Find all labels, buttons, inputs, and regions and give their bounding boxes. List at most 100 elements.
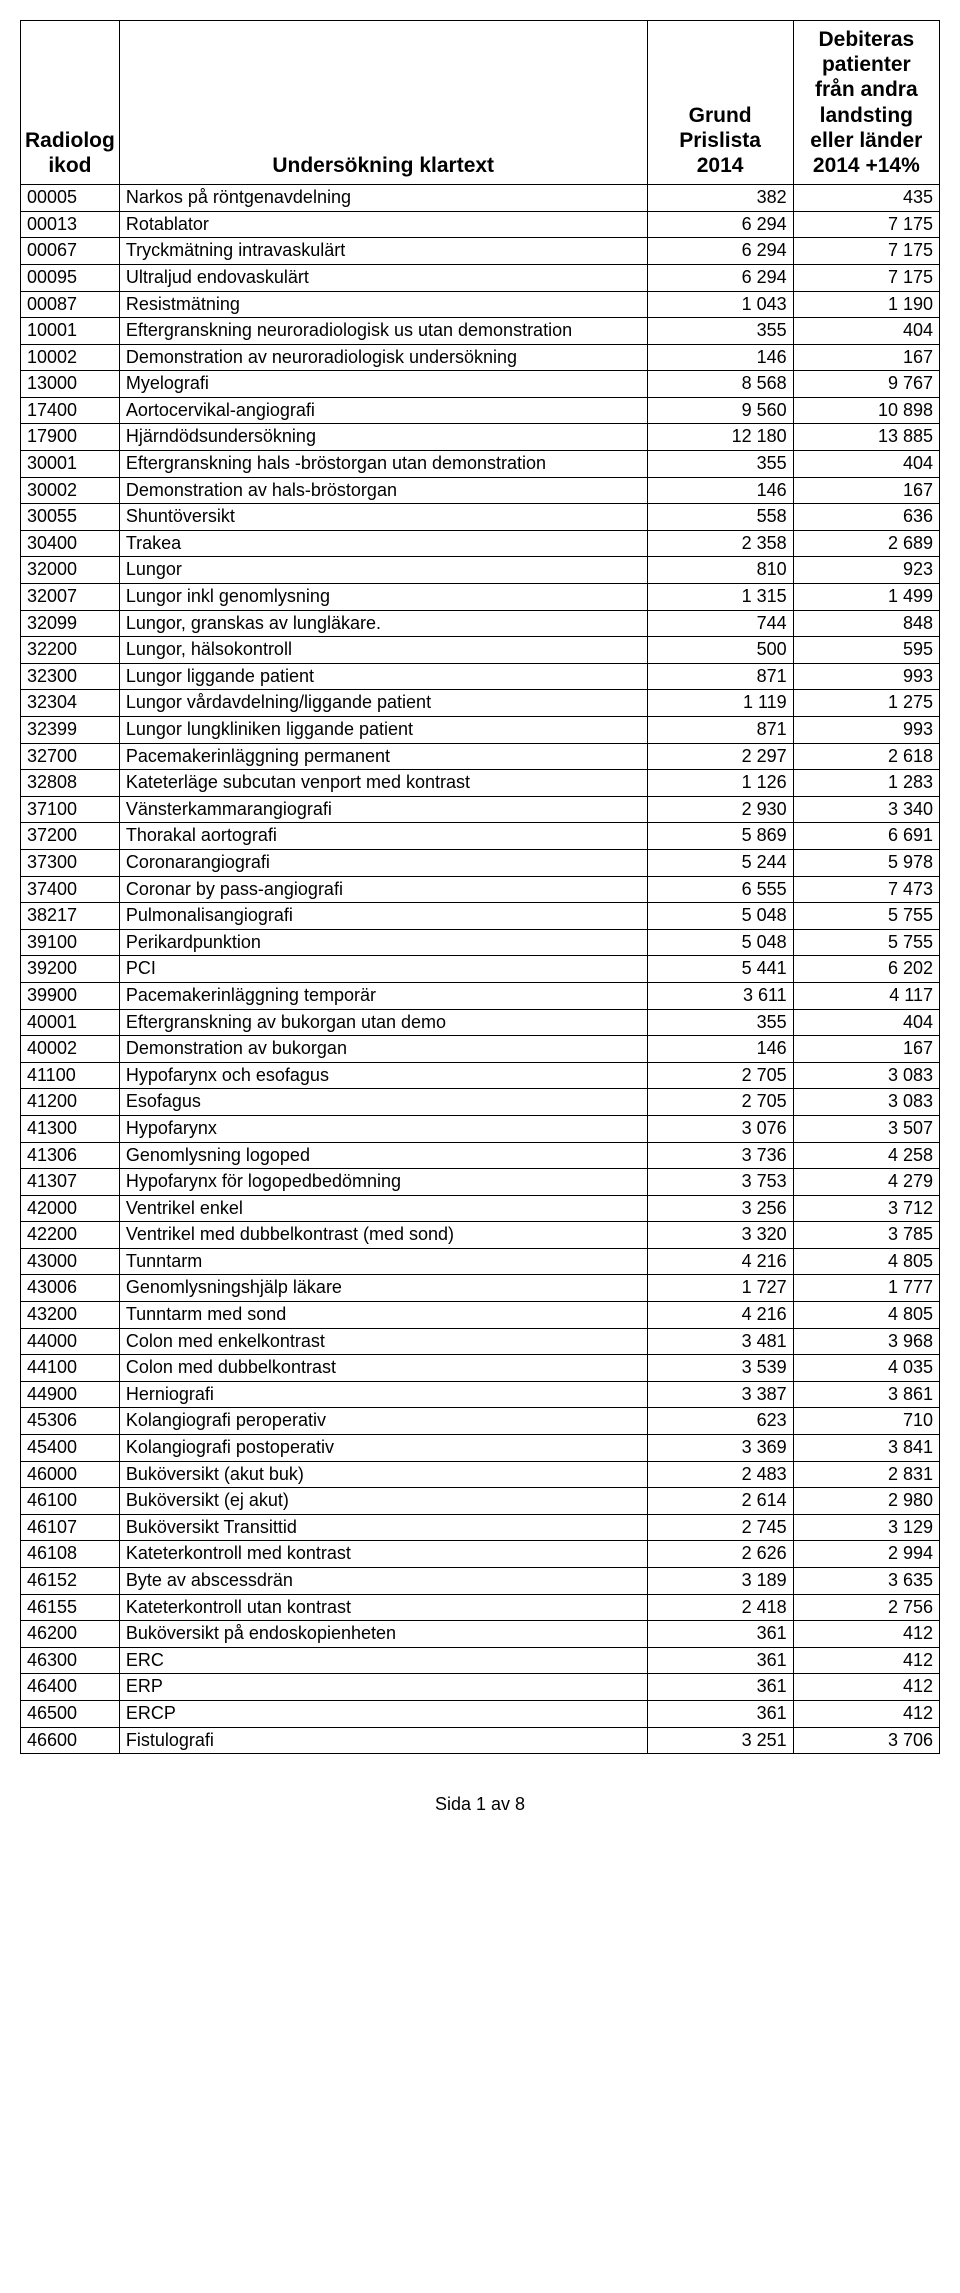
cell-description: Kolangiografi peroperativ (119, 1408, 647, 1435)
cell-code: 46152 (21, 1568, 120, 1595)
cell-charged-price: 404 (793, 318, 939, 345)
cell-base-price: 146 (647, 1036, 793, 1063)
cell-code: 00067 (21, 238, 120, 265)
cell-base-price: 6 294 (647, 238, 793, 265)
table-row: 00095Ultraljud endovaskulärt6 2947 175 (21, 264, 940, 291)
cell-base-price: 1 119 (647, 690, 793, 717)
table-row: 43000Tunntarm4 2164 805 (21, 1248, 940, 1275)
table-row: 00067Tryckmätning intravaskulärt6 2947 1… (21, 238, 940, 265)
cell-charged-price: 3 635 (793, 1568, 939, 1595)
cell-code: 41300 (21, 1115, 120, 1142)
cell-code: 46000 (21, 1461, 120, 1488)
cell-base-price: 9 560 (647, 397, 793, 424)
cell-base-price: 3 076 (647, 1115, 793, 1142)
cell-base-price: 3 736 (647, 1142, 793, 1169)
table-row: 32304Lungor vårdavdelning/liggande patie… (21, 690, 940, 717)
page-footer: Sida 1 av 8 (20, 1794, 940, 1815)
cell-code: 38217 (21, 903, 120, 930)
cell-charged-price: 3 785 (793, 1222, 939, 1249)
cell-code: 43000 (21, 1248, 120, 1275)
cell-charged-price: 4 117 (793, 982, 939, 1009)
cell-charged-price: 848 (793, 610, 939, 637)
table-row: 00087Resistmätning1 0431 190 (21, 291, 940, 318)
cell-charged-price: 3 083 (793, 1089, 939, 1116)
header-charged-price: Debiteraspatienterfrån andralandstingell… (793, 21, 939, 185)
cell-description: Tunntarm med sond (119, 1302, 647, 1329)
cell-charged-price: 1 283 (793, 770, 939, 797)
table-row: 46107Buköversikt Transittid2 7453 129 (21, 1514, 940, 1541)
table-row: 10002Demonstration av neuroradiologisk u… (21, 344, 940, 371)
cell-code: 45400 (21, 1435, 120, 1462)
cell-description: Buköversikt (ej akut) (119, 1488, 647, 1515)
cell-base-price: 382 (647, 185, 793, 212)
cell-code: 46100 (21, 1488, 120, 1515)
cell-description: Shuntöversikt (119, 504, 647, 531)
cell-code: 13000 (21, 371, 120, 398)
table-row: 42000Ventrikel enkel3 2563 712 (21, 1195, 940, 1222)
table-row: 40002Demonstration av bukorgan146167 (21, 1036, 940, 1063)
table-row: 32099Lungor, granskas av lungläkare.7448… (21, 610, 940, 637)
cell-code: 46300 (21, 1647, 120, 1674)
cell-code: 40001 (21, 1009, 120, 1036)
table-row: 46600Fistulografi3 2513 706 (21, 1727, 940, 1754)
cell-code: 41200 (21, 1089, 120, 1116)
cell-description: Hjärndödsundersökning (119, 424, 647, 451)
cell-code: 10002 (21, 344, 120, 371)
cell-code: 32200 (21, 637, 120, 664)
table-row: 46500ERCP361412 (21, 1700, 940, 1727)
table-row: 46108Kateterkontroll med kontrast2 6262 … (21, 1541, 940, 1568)
cell-charged-price: 4 258 (793, 1142, 939, 1169)
table-row: 37100Vänsterkammarangiografi2 9303 340 (21, 796, 940, 823)
cell-code: 41306 (21, 1142, 120, 1169)
cell-code: 43200 (21, 1302, 120, 1329)
cell-charged-price: 710 (793, 1408, 939, 1435)
cell-charged-price: 7 175 (793, 238, 939, 265)
cell-code: 32007 (21, 584, 120, 611)
cell-base-price: 810 (647, 557, 793, 584)
table-row: 42200Ventrikel med dubbelkontrast (med s… (21, 1222, 940, 1249)
cell-description: Myelografi (119, 371, 647, 398)
cell-code: 39100 (21, 929, 120, 956)
cell-code: 17900 (21, 424, 120, 451)
cell-code: 46155 (21, 1594, 120, 1621)
cell-base-price: 1 727 (647, 1275, 793, 1302)
cell-description: Genomlysning logoped (119, 1142, 647, 1169)
cell-description: Kateterkontroll utan kontrast (119, 1594, 647, 1621)
table-row: 41306Genomlysning logoped3 7364 258 (21, 1142, 940, 1169)
cell-base-price: 5 244 (647, 849, 793, 876)
cell-charged-price: 3 706 (793, 1727, 939, 1754)
cell-description: Tunntarm (119, 1248, 647, 1275)
cell-charged-price: 3 968 (793, 1328, 939, 1355)
cell-base-price: 355 (647, 451, 793, 478)
cell-code: 41100 (21, 1062, 120, 1089)
cell-charged-price: 7 473 (793, 876, 939, 903)
cell-description: ERC (119, 1647, 647, 1674)
cell-description: Kateterläge subcutan venport med kontras… (119, 770, 647, 797)
table-row: 17400Aortocervikal-angiografi9 56010 898 (21, 397, 940, 424)
cell-code: 00095 (21, 264, 120, 291)
cell-description: Demonstration av hals-bröstorgan (119, 477, 647, 504)
cell-base-price: 3 387 (647, 1381, 793, 1408)
cell-description: Aortocervikal-angiografi (119, 397, 647, 424)
cell-description: Rotablator (119, 211, 647, 238)
cell-description: Byte av abscessdrän (119, 1568, 647, 1595)
table-row: 41307Hypofarynx för logopedbedömning3 75… (21, 1169, 940, 1196)
cell-charged-price: 2 689 (793, 530, 939, 557)
cell-description: ERCP (119, 1700, 647, 1727)
cell-code: 45306 (21, 1408, 120, 1435)
header-base-price: GrundPrislista2014 (647, 21, 793, 185)
table-row: 00005Narkos på röntgenavdelning382435 (21, 185, 940, 212)
table-row: 00013Rotablator6 2947 175 (21, 211, 940, 238)
cell-code: 41307 (21, 1169, 120, 1196)
cell-charged-price: 3 841 (793, 1435, 939, 1462)
cell-base-price: 146 (647, 344, 793, 371)
cell-charged-price: 4 035 (793, 1355, 939, 1382)
cell-description: Tryckmätning intravaskulärt (119, 238, 647, 265)
cell-description: Lungor lungkliniken liggande patient (119, 717, 647, 744)
cell-charged-price: 167 (793, 344, 939, 371)
table-row: 30002Demonstration av hals-bröstorgan146… (21, 477, 940, 504)
table-row: 13000Myelografi8 5689 767 (21, 371, 940, 398)
cell-charged-price: 7 175 (793, 264, 939, 291)
cell-description: Herniografi (119, 1381, 647, 1408)
table-row: 43200Tunntarm med sond4 2164 805 (21, 1302, 940, 1329)
